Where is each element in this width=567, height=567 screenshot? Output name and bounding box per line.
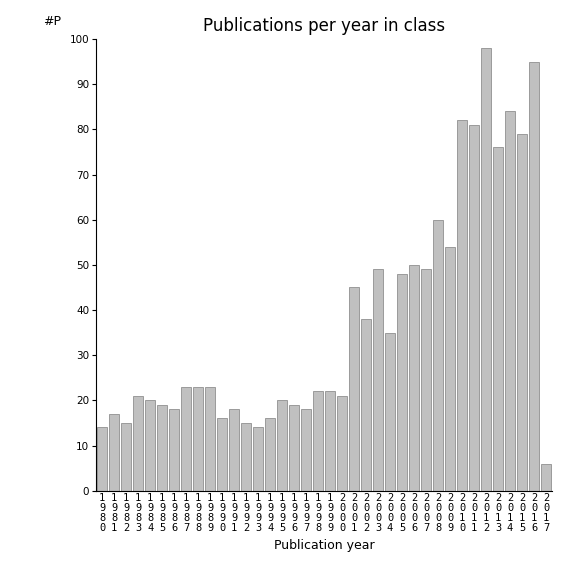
Bar [493, 147, 503, 490]
Title: Publications per year in class: Publications per year in class [203, 17, 445, 35]
Bar [349, 287, 359, 490]
Bar [433, 220, 443, 490]
Bar [529, 62, 539, 490]
Bar [205, 387, 215, 490]
Bar [361, 319, 371, 490]
Bar [457, 120, 467, 490]
Bar [409, 265, 419, 490]
Bar [169, 409, 179, 490]
Bar [325, 391, 335, 490]
Bar [517, 134, 527, 490]
Bar [157, 405, 167, 490]
Bar [301, 409, 311, 490]
Bar [133, 396, 143, 490]
Text: #P: #P [43, 15, 61, 28]
Bar [421, 269, 431, 490]
Bar [253, 428, 263, 490]
Bar [481, 48, 491, 490]
Bar [385, 333, 395, 490]
Bar [541, 464, 551, 490]
Bar [277, 400, 287, 490]
Bar [121, 423, 131, 490]
Bar [241, 423, 251, 490]
Bar [181, 387, 191, 490]
Bar [505, 111, 515, 490]
X-axis label: Publication year: Publication year [274, 539, 374, 552]
Bar [265, 418, 275, 490]
Bar [229, 409, 239, 490]
Bar [145, 400, 155, 490]
Bar [97, 428, 107, 490]
Bar [469, 125, 479, 490]
Bar [217, 418, 227, 490]
Bar [373, 269, 383, 490]
Bar [337, 396, 347, 490]
Bar [445, 247, 455, 490]
Bar [289, 405, 299, 490]
Bar [313, 391, 323, 490]
Bar [397, 274, 407, 490]
Bar [193, 387, 203, 490]
Bar [109, 414, 119, 490]
